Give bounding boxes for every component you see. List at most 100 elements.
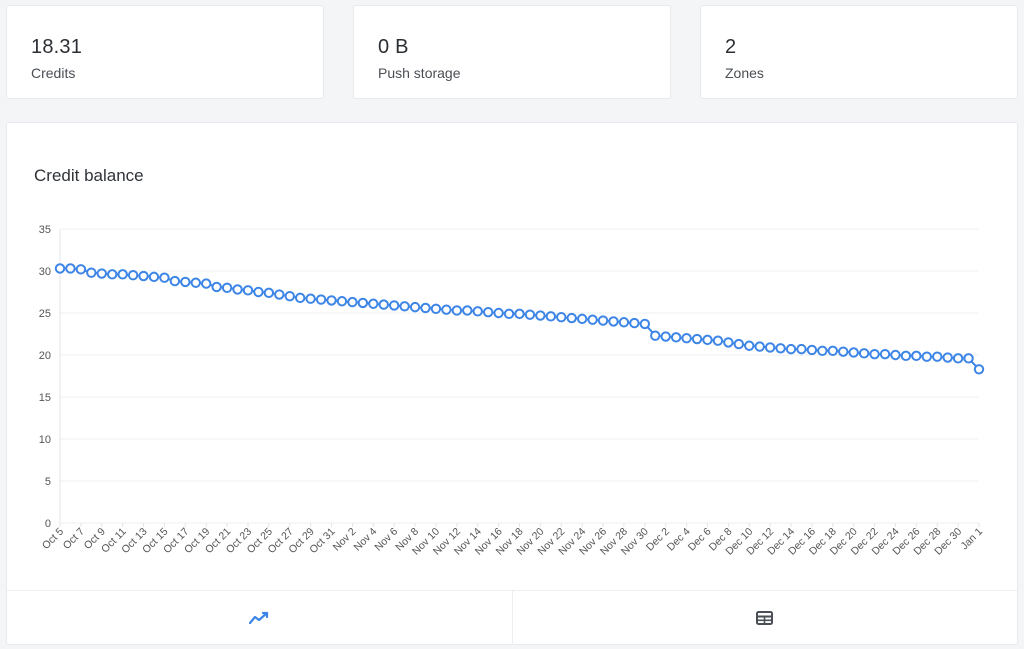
- push-storage-card: 0 B Push storage: [353, 5, 671, 99]
- x-tick-label: Oct 5: [40, 526, 66, 552]
- y-tick-label: 30: [39, 266, 51, 278]
- credits-label: Credits: [31, 65, 76, 81]
- y-tick-label: 0: [45, 518, 51, 530]
- data-point: [733, 338, 745, 350]
- y-tick-label: 35: [39, 224, 51, 236]
- data-point: [597, 315, 609, 326]
- data-point: [754, 341, 765, 352]
- data-point: [900, 350, 912, 362]
- data-point: [347, 296, 358, 308]
- data-point: [618, 317, 630, 328]
- data-point: [744, 340, 755, 351]
- data-point: [524, 309, 536, 320]
- data-point: [127, 270, 139, 281]
- line-chart-view-tab[interactable]: [7, 591, 512, 645]
- data-point: [315, 294, 327, 305]
- data-point: [963, 353, 974, 364]
- data-point: [785, 343, 797, 355]
- push-storage-value: 0 B: [378, 36, 409, 58]
- data-point: [608, 316, 619, 327]
- credits-card: 18.31 Credits: [6, 5, 324, 99]
- data-point: [65, 263, 76, 274]
- data-point: [503, 308, 515, 320]
- data-point: [451, 305, 463, 316]
- data-point: [681, 333, 692, 344]
- data-point: [587, 314, 598, 325]
- data-point: [159, 272, 170, 283]
- y-tick-label: 15: [39, 392, 51, 404]
- zones-value: 2: [725, 36, 737, 58]
- data-point: [441, 304, 452, 315]
- table-view-tab[interactable]: [511, 591, 1018, 645]
- data-point: [253, 286, 264, 298]
- y-tick-label: 10: [39, 434, 51, 446]
- data-point: [399, 301, 410, 312]
- data-point: [545, 311, 557, 322]
- data-point: [911, 350, 922, 362]
- data-point: [263, 287, 275, 299]
- data-point: [712, 335, 724, 346]
- data-point: [764, 342, 776, 353]
- data-point: [336, 296, 348, 307]
- data-point: [232, 284, 243, 295]
- data-point: [378, 299, 389, 310]
- y-tick-label: 25: [39, 308, 51, 320]
- data-point: [211, 281, 222, 293]
- data-point: [660, 331, 671, 342]
- data-point: [932, 351, 943, 362]
- data-point: [890, 349, 901, 361]
- y-tick-label: 20: [39, 350, 51, 362]
- data-point: [869, 348, 880, 360]
- data-point: [670, 332, 682, 343]
- data-point: [952, 353, 964, 364]
- data-point: [148, 271, 160, 283]
- data-point: [566, 312, 577, 324]
- y-tick-label: 5: [45, 476, 51, 488]
- zones-card: 2 Zones: [700, 5, 1018, 99]
- data-point: [535, 310, 546, 321]
- data-point: [190, 277, 201, 288]
- data-point: [409, 301, 421, 313]
- data-point: [462, 305, 473, 316]
- x-tick-label: Jan 1: [958, 526, 985, 553]
- data-point: [639, 318, 651, 330]
- data-point: [973, 364, 985, 375]
- data-point: [117, 269, 128, 280]
- data-point: [838, 346, 849, 357]
- trend-line-icon: [249, 611, 269, 625]
- data-point: [942, 352, 953, 363]
- data-point: [556, 312, 567, 323]
- data-point: [96, 268, 107, 279]
- data-point: [576, 313, 588, 325]
- chart-view-switcher: [7, 590, 1017, 645]
- data-point: [430, 303, 442, 315]
- zones-label: Zones: [725, 65, 764, 81]
- data-point: [305, 293, 316, 304]
- data-point: [817, 345, 828, 357]
- chart-title: Credit balance: [34, 166, 144, 185]
- data-point: [493, 307, 504, 319]
- data-point: [54, 263, 66, 274]
- data-point: [723, 337, 734, 348]
- data-point: [775, 343, 786, 354]
- data-point: [75, 264, 87, 275]
- data-point: [326, 295, 337, 306]
- data-point: [858, 348, 870, 359]
- data-point: [472, 306, 483, 317]
- data-point: [388, 300, 400, 311]
- data-point: [138, 270, 149, 282]
- data-point: [180, 276, 191, 288]
- data-point: [420, 302, 431, 314]
- table-icon: [756, 611, 774, 625]
- data-point: [482, 306, 494, 318]
- data-point: [514, 308, 525, 320]
- credits-value: 18.31: [31, 36, 83, 58]
- data-point: [368, 298, 379, 309]
- x-tick-label: Oct 7: [61, 526, 87, 552]
- data-point: [650, 330, 661, 341]
- data-point: [294, 292, 306, 304]
- data-point: [702, 334, 713, 346]
- data-point: [796, 343, 807, 355]
